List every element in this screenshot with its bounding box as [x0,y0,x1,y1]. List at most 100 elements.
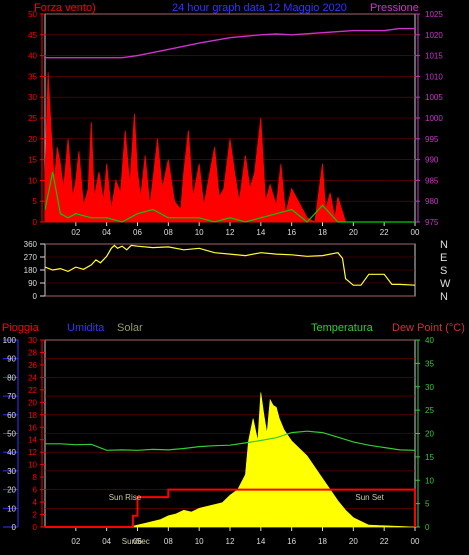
sun-annotation: SunSec [122,537,150,546]
temperature-axis-label: 35 [425,359,434,368]
compass-label: N [440,239,448,251]
humidity-axis-label: 10 [7,504,16,513]
temperature-header-label: Temperatura [311,322,374,334]
x-axis-tick-label: 10 [195,537,204,546]
x-axis-tick-label: 22 [380,228,389,237]
rain-axis-label: 16 [28,423,37,432]
x-axis-tick-label: 18 [318,228,327,237]
humidity-axis-label: 70 [7,392,16,401]
pressure-axis-label: 995 [425,135,439,144]
humidity-axis-label: 90 [7,355,16,364]
x-axis-tick-label: 10 [195,228,204,237]
temperature-axis-label: 10 [425,476,434,485]
rain-axis-label: 30 [28,336,37,345]
compass-label: N [440,291,448,303]
wind-series-area [44,72,415,223]
x-axis-tick-label: 02 [71,228,80,237]
pressure-axis-label: 975 [425,218,439,227]
rain-series-line [45,488,416,528]
temperature-axis-label: 0 [425,523,430,532]
pressure-axis-label: 985 [425,176,439,185]
compass-label: W [440,278,451,290]
pressure-axis-label: 1025 [425,10,443,19]
wind-axis-label: 15 [28,156,37,165]
humidity-axis-label: 30 [7,467,16,476]
humidity-axis-label: 60 [7,411,16,420]
x-axis-tick-label: 14 [256,537,265,546]
rain-axis-label: 26 [28,361,37,370]
pressure-axis-label: 990 [425,156,439,165]
temperature-axis-label: 25 [425,406,434,415]
temperature-series-line [45,430,416,451]
wind-axis-label: 20 [28,135,37,144]
pressure-axis-label: 1020 [425,31,443,40]
x-axis-tick-label: 20 [349,228,358,237]
temperature-axis-label: 40 [425,336,434,345]
pressure-series-line [45,27,415,59]
pressure-axis-label: 980 [425,197,439,206]
x-axis-tick-label: 06 [133,537,142,546]
wind-header-label: Forza vento) [34,2,96,14]
x-axis-tick-label: 20 [349,537,358,546]
x-axis-tick-label: 18 [318,537,327,546]
rain-axis-label: 22 [28,386,37,395]
x-axis-tick-label: 12 [226,228,235,237]
rain-axis-label: 4 [33,498,38,507]
x-axis-tick-label: 14 [256,228,265,237]
direction-axis-label: 180 [24,266,38,275]
humidity-axis-label: 40 [7,448,16,457]
rain-axis-label: 2 [33,511,38,520]
rain-axis-label: 24 [28,373,37,382]
solar-series-area [45,392,416,528]
rain-axis-label: 6 [33,486,38,495]
humidity-axis-label: 80 [7,373,16,382]
sun-annotation: Sun Rise [109,493,142,502]
rain-header-label: Pioggia [2,322,40,334]
humidity-axis-label: 100 [3,336,17,345]
direction-axis-label: 360 [24,240,38,249]
x-axis-tick-label: 16 [287,228,296,237]
compass-label: S [440,265,447,277]
rain-axis-label: 10 [28,461,37,470]
chart-layer: 0510152025303540455097598098599099510001… [3,10,451,546]
wind-axis-label: 50 [28,10,37,19]
x-axis-tick-label: 00 [411,537,420,546]
temperature-axis-label: 20 [425,430,434,439]
humidity-header-label: Umidita [67,322,105,334]
gust-series-line [44,171,415,223]
humidity-axis-label: 20 [7,486,16,495]
temperature-axis-label: 30 [425,383,434,392]
humidity-axis-label: 50 [7,430,16,439]
x-axis-tick-label: 00 [411,228,420,237]
wind-axis-label: 40 [28,52,37,61]
pressure-header-label: Pressione [370,2,419,14]
x-axis-tick-label: 08 [164,228,173,237]
rain-axis-label: 12 [28,448,37,457]
pressure-axis-label: 1010 [425,72,443,81]
pressure-axis-label: 1000 [425,114,443,123]
direction-axis-label: 270 [24,253,38,262]
solar-header-label: Solar [117,322,143,334]
wind-axis-label: 5 [33,197,38,206]
rain-axis-label: 18 [28,411,37,420]
humidity-axis-label: 0 [12,523,17,532]
x-axis-tick-label: 04 [102,228,111,237]
x-axis-tick-label: 04 [102,537,111,546]
x-axis-tick-label: 08 [164,537,173,546]
compass-label: E [440,252,447,264]
sun-annotation: Sun Set [355,493,384,502]
rain-axis-label: 14 [28,436,37,445]
date-header-label: 24 hour graph data 12 Maggio 2020 [172,2,347,14]
wind-axis-label: 30 [28,93,37,102]
temperature-axis-label: 15 [425,453,434,462]
direction-series-line [44,244,416,286]
pressure-axis-label: 1015 [425,52,443,61]
wind-axis-label: 10 [28,176,37,185]
temperature-axis-label: 5 [425,500,430,509]
wind-axis-label: 25 [28,114,37,123]
x-axis-tick-label: 16 [287,537,296,546]
wind-axis-label: 45 [28,31,37,40]
rain-axis-label: 20 [28,398,37,407]
rain-axis-label: 8 [33,473,38,482]
